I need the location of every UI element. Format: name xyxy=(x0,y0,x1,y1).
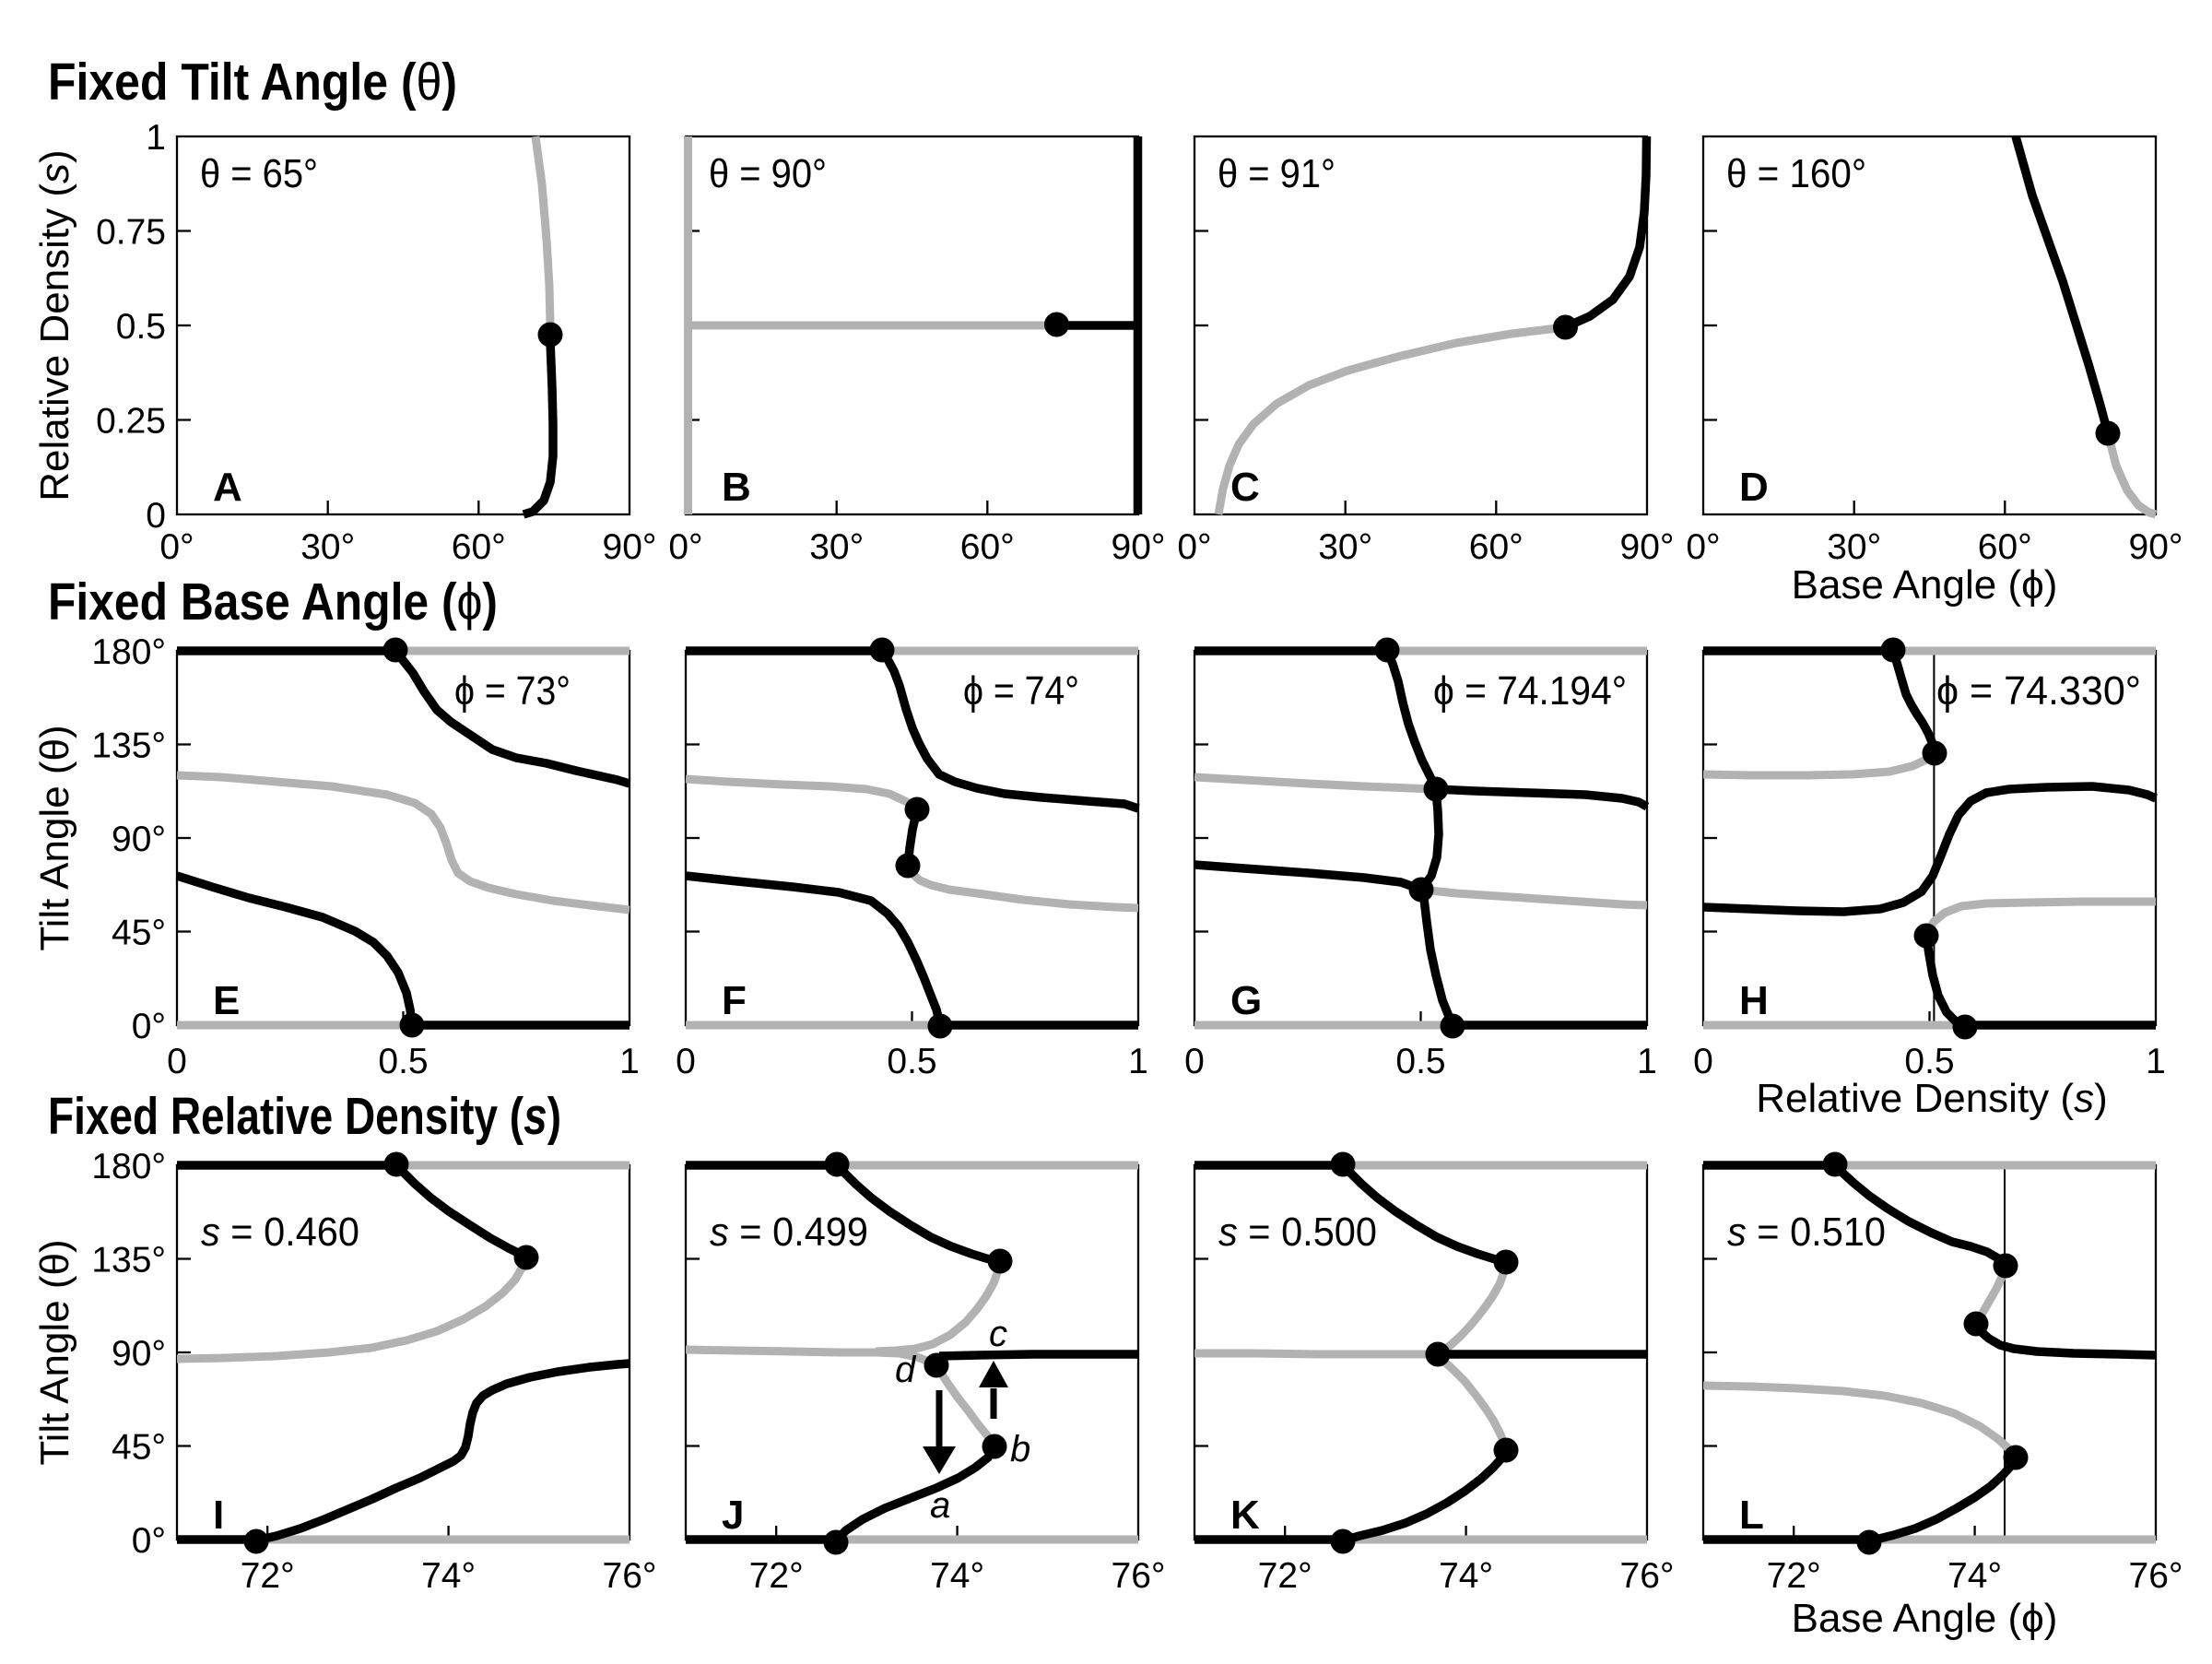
svg-text:ϕ = 73°: ϕ = 73° xyxy=(454,668,571,714)
svg-text:30°: 30° xyxy=(809,527,864,567)
svg-text:180°: 180° xyxy=(91,632,166,672)
svg-text:30°: 30° xyxy=(300,527,355,567)
svg-text:76°: 76° xyxy=(1620,1556,1675,1596)
svg-text:72°: 72° xyxy=(749,1556,804,1596)
svg-text:Base Angle (ϕ): Base Angle (ϕ) xyxy=(1792,1596,2058,1641)
svg-text:74°: 74° xyxy=(421,1556,476,1596)
svg-text:1: 1 xyxy=(619,1042,640,1081)
svg-text:b: b xyxy=(1010,1429,1030,1469)
svg-text:90°: 90° xyxy=(1112,527,1166,567)
svg-text:0.5: 0.5 xyxy=(887,1042,936,1081)
svg-text:θ = 160°: θ = 160° xyxy=(1726,151,1866,196)
svg-text:0.5: 0.5 xyxy=(378,1042,428,1081)
svg-text:90°: 90° xyxy=(1620,527,1675,567)
svg-text:s = 0.510: s = 0.510 xyxy=(1727,1210,1886,1255)
svg-text:G: G xyxy=(1230,978,1262,1023)
svg-text:180°: 180° xyxy=(91,1147,166,1186)
svg-text:72°: 72° xyxy=(1258,1556,1312,1596)
svg-text:0°: 0° xyxy=(1686,527,1720,567)
svg-text:Fixed Base Angle (ϕ): Fixed Base Angle (ϕ) xyxy=(48,572,498,631)
svg-text:76°: 76° xyxy=(1112,1556,1166,1596)
svg-text:0°: 0° xyxy=(132,1521,166,1561)
svg-text:30°: 30° xyxy=(1318,527,1372,567)
svg-text:30°: 30° xyxy=(1827,527,1881,567)
svg-text:Base Angle (ϕ): Base Angle (ϕ) xyxy=(1792,562,2058,608)
svg-text:c: c xyxy=(989,1314,1007,1354)
svg-text:0°: 0° xyxy=(132,1007,166,1046)
svg-text:θ = 91°: θ = 91° xyxy=(1218,151,1335,196)
svg-text:A: A xyxy=(213,465,242,510)
svg-text:0°: 0° xyxy=(668,527,702,567)
svg-text:E: E xyxy=(213,978,240,1023)
svg-text:1: 1 xyxy=(1637,1042,1657,1081)
svg-text:60°: 60° xyxy=(960,527,1015,567)
svg-text:60°: 60° xyxy=(452,527,506,567)
svg-text:Relative Density (s): Relative Density (s) xyxy=(32,149,77,501)
svg-text:ϕ = 74.194°: ϕ = 74.194° xyxy=(1433,668,1627,714)
svg-text:s = 0.500: s = 0.500 xyxy=(1218,1210,1377,1255)
svg-text:90°: 90° xyxy=(603,527,657,567)
svg-text:74°: 74° xyxy=(1947,1556,2002,1596)
svg-text:s = 0.499: s = 0.499 xyxy=(710,1210,868,1255)
svg-text:a: a xyxy=(930,1485,950,1526)
svg-text:0: 0 xyxy=(1184,1042,1205,1081)
svg-text:0.5: 0.5 xyxy=(1395,1042,1445,1081)
svg-text:L: L xyxy=(1739,1493,1764,1538)
svg-text:F: F xyxy=(722,978,747,1023)
svg-text:Tilt Angle (θ): Tilt Angle (θ) xyxy=(32,725,77,950)
svg-text:90°: 90° xyxy=(112,1334,166,1374)
svg-text:s = 0.460: s = 0.460 xyxy=(201,1210,359,1255)
svg-text:0: 0 xyxy=(167,1042,187,1081)
svg-text:1: 1 xyxy=(146,118,166,158)
svg-text:90°: 90° xyxy=(112,820,166,859)
svg-text:Fixed Relative Density (s): Fixed Relative Density (s) xyxy=(48,1087,561,1146)
svg-text:0°: 0° xyxy=(1177,527,1211,567)
svg-text:ϕ = 74.330°: ϕ = 74.330° xyxy=(1936,668,2141,714)
svg-text:72°: 72° xyxy=(241,1556,295,1596)
svg-text:θ = 90°: θ = 90° xyxy=(709,151,827,196)
svg-text:60°: 60° xyxy=(1978,527,2032,567)
svg-text:0: 0 xyxy=(676,1042,696,1081)
svg-text:Tilt Angle (θ): Tilt Angle (θ) xyxy=(32,1239,77,1465)
svg-text:C: C xyxy=(1230,465,1260,510)
svg-text:0.5: 0.5 xyxy=(1904,1042,1954,1081)
svg-text:d: d xyxy=(895,1350,917,1390)
svg-text:0: 0 xyxy=(146,496,166,536)
svg-text:B: B xyxy=(722,465,751,510)
svg-text:76°: 76° xyxy=(603,1556,657,1596)
svg-text:ϕ = 74°: ϕ = 74° xyxy=(963,668,1079,714)
svg-text:0.75: 0.75 xyxy=(96,213,166,253)
svg-text:135°: 135° xyxy=(91,726,166,766)
svg-text:0: 0 xyxy=(1693,1042,1713,1081)
svg-text:0.25: 0.25 xyxy=(96,402,166,442)
svg-text:76°: 76° xyxy=(2129,1556,2183,1596)
svg-text:0°: 0° xyxy=(159,527,194,567)
svg-text:72°: 72° xyxy=(1767,1556,1821,1596)
svg-text:θ = 65°: θ = 65° xyxy=(200,151,318,196)
svg-text:135°: 135° xyxy=(91,1241,166,1280)
svg-text:Relative Density (s): Relative Density (s) xyxy=(1756,1076,2107,1121)
svg-text:74°: 74° xyxy=(1439,1556,1493,1596)
svg-text:J: J xyxy=(722,1493,744,1538)
svg-text:74°: 74° xyxy=(930,1556,984,1596)
svg-text:I: I xyxy=(213,1493,224,1538)
svg-text:D: D xyxy=(1739,465,1769,510)
svg-text:1: 1 xyxy=(1128,1042,1148,1081)
svg-text:1: 1 xyxy=(2146,1042,2166,1081)
svg-text:60°: 60° xyxy=(1469,527,1524,567)
svg-text:45°: 45° xyxy=(112,914,166,953)
svg-text:K: K xyxy=(1230,1493,1260,1538)
svg-text:90°: 90° xyxy=(2129,527,2183,567)
svg-text:45°: 45° xyxy=(112,1428,166,1468)
svg-text:Fixed Tilt Angle (θ): Fixed Tilt Angle (θ) xyxy=(48,53,457,112)
svg-text:0.5: 0.5 xyxy=(116,307,166,347)
svg-text:H: H xyxy=(1739,978,1769,1023)
